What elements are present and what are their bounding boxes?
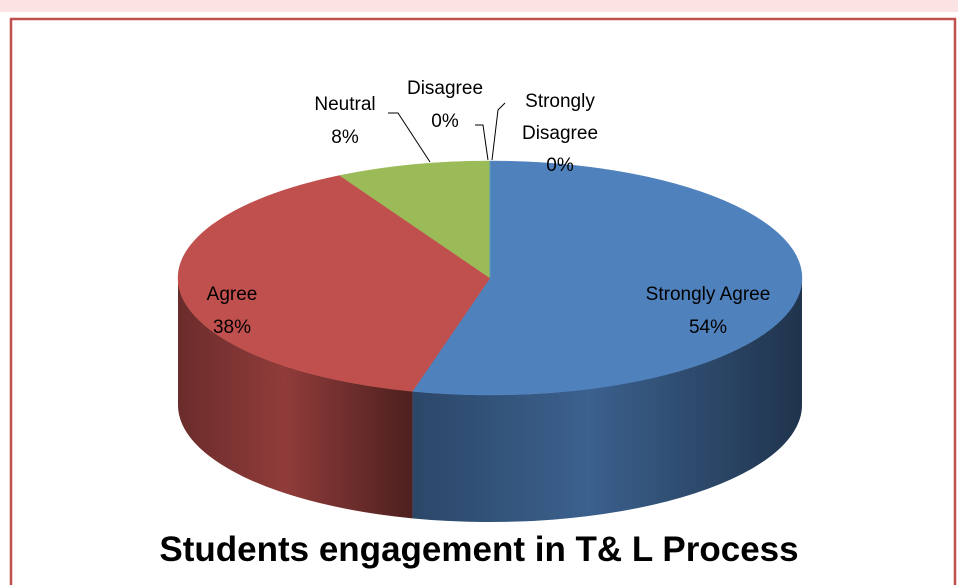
data-label: Agree 38%	[172, 278, 292, 344]
leader-line	[388, 112, 431, 163]
data-label: Disagree 0%	[390, 72, 500, 138]
pie-slice	[411, 160, 803, 396]
label-name: Neutral	[314, 94, 376, 115]
label-value: 38%	[212, 317, 252, 338]
top-strip	[0, 0, 958, 12]
pie-slice	[177, 175, 491, 392]
label-name: Strongly Agree	[645, 284, 771, 305]
pie-side-shade	[412, 278, 802, 522]
label-value: 8%	[331, 127, 359, 148]
frame	[9, 17, 957, 585]
label-value: 0%	[546, 155, 574, 176]
leader-line	[491, 102, 506, 161]
data-label: Strongly Agree 54%	[608, 278, 808, 344]
pie-side-shade	[178, 278, 413, 519]
label-value: 54%	[688, 317, 728, 338]
data-label: Strongly Disagree 0%	[505, 86, 615, 182]
label-name: Strongly Disagree	[521, 91, 599, 144]
chart-title: Students engagement in T& L Process	[159, 530, 799, 569]
data-label: Neutral 8%	[290, 88, 400, 154]
label-name: Agree	[206, 284, 258, 305]
label-name: Disagree	[406, 78, 484, 99]
pie	[177, 160, 803, 522]
pie-slice	[339, 160, 491, 279]
label-value: 0%	[431, 111, 459, 132]
leader-line	[475, 124, 489, 161]
